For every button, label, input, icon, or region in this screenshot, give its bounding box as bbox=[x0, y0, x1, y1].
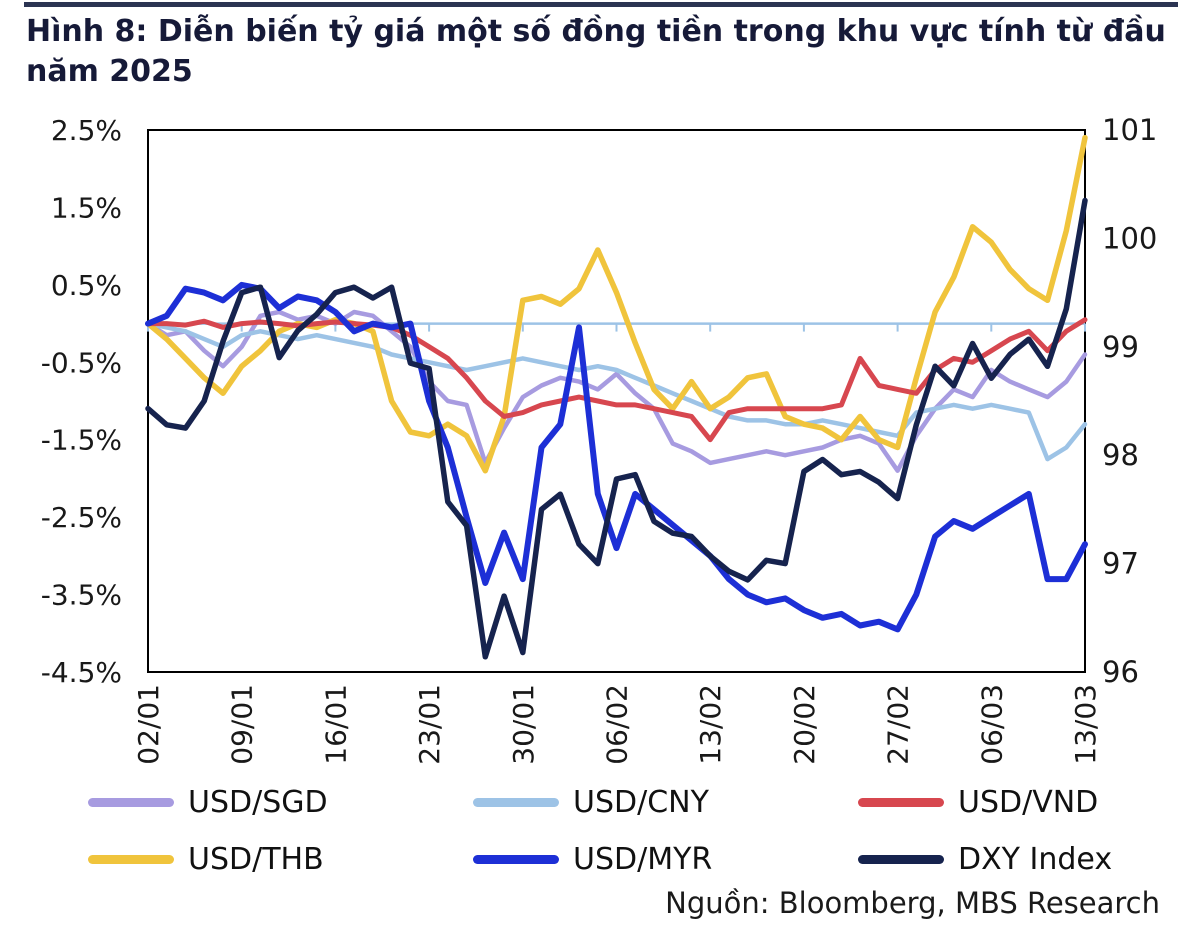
left-axis-tick-label: 1.5% bbox=[51, 191, 122, 224]
exchange-rate-chart: 2.5% 1.5% 0.5% -0.5% -1.5% -2.5% -3.5% -4.5% 101… bbox=[0, 100, 1200, 790]
x-axis-tick-label: 23/01 bbox=[413, 684, 446, 765]
legend-swatch bbox=[88, 798, 174, 807]
left-axis-tick-label: 0.5% bbox=[51, 269, 122, 302]
legend-swatch bbox=[473, 798, 559, 807]
series-line-usd-sgd bbox=[145, 309, 1088, 473]
legend-label: DXY Index bbox=[958, 842, 1113, 877]
left-axis-tick-label: -1.5% bbox=[41, 424, 122, 457]
left-axis-tick-label: -0.5% bbox=[41, 346, 122, 379]
chart-canvas: 2.5% 1.5% 0.5% -0.5% -1.5% -2.5% -3.5% -4.5% 101… bbox=[41, 113, 1158, 765]
series-line-usd-cny bbox=[145, 321, 1088, 462]
figure-title: Hình 8: Diễn biến tỷ giá một số đồng tiề… bbox=[26, 14, 1166, 89]
legend-item-usd-vnd: USD/VND bbox=[858, 780, 1188, 825]
left-axis-tick-label: -3.5% bbox=[41, 579, 122, 612]
legend-label: USD/SGD bbox=[188, 785, 328, 820]
x-axis-tick-label: 27/02 bbox=[882, 684, 915, 765]
right-axis-tick-label: 99 bbox=[1102, 330, 1139, 364]
right-axis-tick-label: 100 bbox=[1102, 221, 1157, 255]
legend-item-dxy-index: DXY Index bbox=[858, 837, 1188, 882]
legend-label: USD/MYR bbox=[573, 842, 713, 877]
series-line-dxy-index bbox=[145, 197, 1088, 660]
plot-border bbox=[147, 129, 1086, 673]
top-rule bbox=[24, 2, 1178, 7]
x-axis-tick-label: 13/03 bbox=[1069, 684, 1102, 765]
legend-swatch bbox=[473, 855, 559, 864]
x-axis-tick-label: 30/01 bbox=[507, 684, 540, 765]
legend-label: USD/THB bbox=[188, 842, 324, 877]
right-axis-tick-label: 96 bbox=[1102, 655, 1139, 689]
x-axis-tick-label: 13/02 bbox=[694, 684, 727, 765]
x-axis-tick-label: 20/02 bbox=[788, 684, 821, 765]
left-axis-tick-label: -4.5% bbox=[41, 656, 122, 689]
legend-swatch bbox=[858, 855, 944, 864]
legend-swatch bbox=[858, 798, 944, 807]
series-line-usd-myr bbox=[145, 281, 1088, 633]
x-axis-tick-label: 06/03 bbox=[975, 684, 1008, 765]
legend-label: USD/CNY bbox=[573, 785, 709, 820]
legend-item-usd-cny: USD/CNY bbox=[473, 780, 858, 825]
right-axis-tick-label: 98 bbox=[1102, 438, 1139, 472]
right-axis-tick-label: 97 bbox=[1102, 547, 1139, 581]
x-axis-tick-label: 02/01 bbox=[132, 684, 165, 765]
right-axis-tick-label: 101 bbox=[1102, 113, 1157, 147]
legend-item-usd-thb: USD/THB bbox=[88, 837, 473, 882]
left-axis-tick-label: 2.5% bbox=[51, 114, 122, 147]
x-axis-tick-label: 09/01 bbox=[226, 684, 259, 765]
x-axis-tick-label: 06/02 bbox=[601, 684, 634, 765]
x-axis-tick-label: 16/01 bbox=[319, 684, 352, 765]
left-axis-tick-label: -2.5% bbox=[41, 501, 122, 534]
chart-legend: USD/SGD USD/CNY USD/VND USD/THB USD/MYR DXY I… bbox=[88, 780, 1188, 882]
legend-swatch bbox=[88, 855, 174, 864]
source-note: Nguồn: Bloomberg, MBS Research bbox=[665, 886, 1160, 920]
legend-item-usd-myr: USD/MYR bbox=[473, 837, 858, 882]
legend-label: USD/VND bbox=[958, 785, 1099, 820]
legend-item-usd-sgd: USD/SGD bbox=[88, 780, 473, 825]
